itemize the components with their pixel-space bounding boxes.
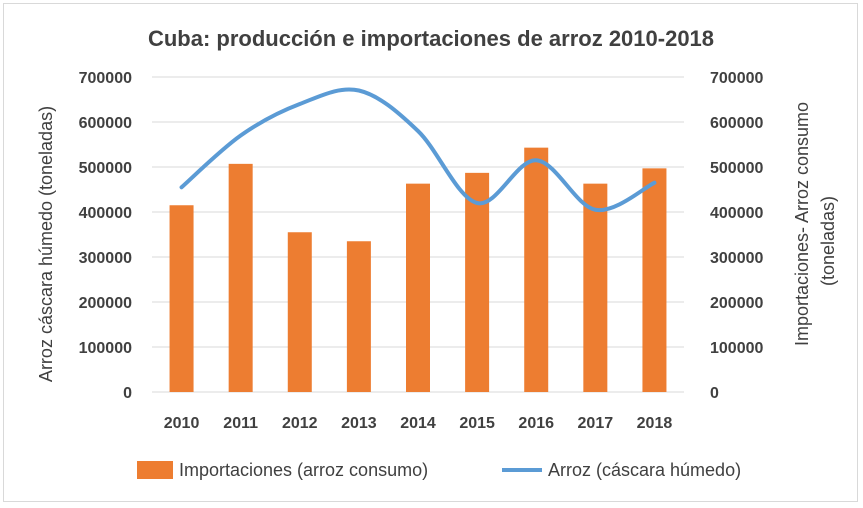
bar [170,205,194,392]
bar [524,148,548,392]
x-tick-label: 2014 [400,415,436,432]
right-tick-label: 600000 [710,115,763,132]
x-tick-label: 2018 [637,415,673,432]
left-tick-label: 500000 [79,160,132,177]
left-axis-ticks: 0 100000 200000 300000 400000 500000 600000 700… [79,70,132,402]
chart-frame: Cuba: producción e importaciones de arro… [3,3,858,502]
left-tick-label: 700000 [79,70,132,87]
x-tick-label: 2013 [341,415,377,432]
left-tick-label: 0 [123,385,132,402]
right-axis-label-line2: (toneladas) [818,196,838,286]
x-tick-label: 2011 [223,415,258,432]
left-tick-label: 200000 [79,295,132,312]
x-tick-label: 2015 [459,415,495,432]
bar [642,168,666,392]
bar [583,184,607,392]
right-tick-label: 400000 [710,205,763,222]
x-tick-label: 2017 [578,415,614,432]
bar [465,173,489,392]
left-tick-label: 300000 [79,250,132,267]
legend-label-arroz: Arroz (cáscara húmedo) [548,460,741,480]
x-tick-label: 2010 [164,415,200,432]
right-axis-label-line1: Importaciones- Arroz consumo [792,102,812,346]
right-tick-label: 700000 [710,70,763,87]
bar [229,164,253,392]
right-tick-label: 100000 [710,340,763,357]
legend-label-importaciones: Importaciones (arroz consumo) [179,460,428,480]
right-tick-label: 0 [710,385,719,402]
x-tick-label: 2016 [518,415,554,432]
bar [288,232,312,392]
legend-swatch-importaciones [137,461,173,479]
left-axis-label: Arroz cáscara húmedo (toneladas) [36,106,56,382]
right-tick-label: 500000 [710,160,763,177]
right-tick-label: 300000 [710,250,763,267]
bar-series-importaciones [170,148,667,392]
left-tick-label: 100000 [79,340,132,357]
x-tick-label: 2012 [282,415,318,432]
right-tick-label: 200000 [710,295,763,312]
bar [347,241,371,392]
bar [406,184,430,392]
left-tick-label: 600000 [79,115,132,132]
legend: Importaciones (arroz consumo) Arroz (cás… [137,460,741,480]
chart-title: Cuba: producción e importaciones de arro… [148,26,714,51]
x-axis-ticks: 2010 2011 2012 2013 2014 2015 2016 2017 2018 [164,415,673,432]
right-axis-ticks: 0 100000 200000 300000 400000 500000 600000 700… [710,70,763,402]
left-tick-label: 400000 [79,205,132,222]
combo-chart: Cuba: producción e importaciones de arro… [4,4,859,503]
